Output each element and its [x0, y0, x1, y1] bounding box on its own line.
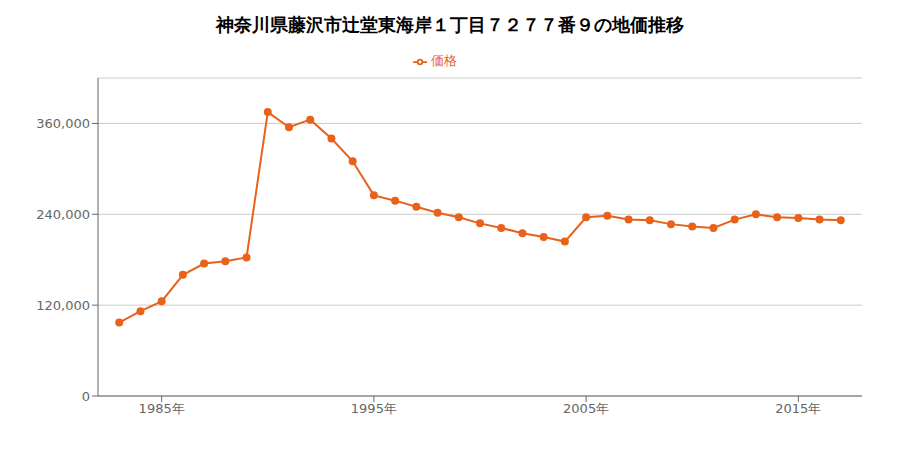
svg-text:240,000: 240,000 [36, 207, 90, 222]
svg-text:2005年: 2005年 [563, 401, 609, 416]
html-text:価格: 価格 [431, 53, 457, 68]
html-text:神奈川県藤沢市辻堂東海岸１丁目７２７７番９の地価推移: 神奈川県藤沢市辻堂東海岸１丁目７２７７番９の地価推移 [216, 14, 684, 35]
svg-text:1985年: 1985年 [139, 401, 185, 416]
svg-text:2015年: 2015年 [775, 401, 821, 416]
svg-text:1995年: 1995年 [351, 401, 397, 416]
svg-text:120,000: 120,000 [36, 298, 90, 313]
svg-text:0: 0 [82, 389, 90, 404]
svg-text:360,000: 360,000 [36, 116, 90, 131]
